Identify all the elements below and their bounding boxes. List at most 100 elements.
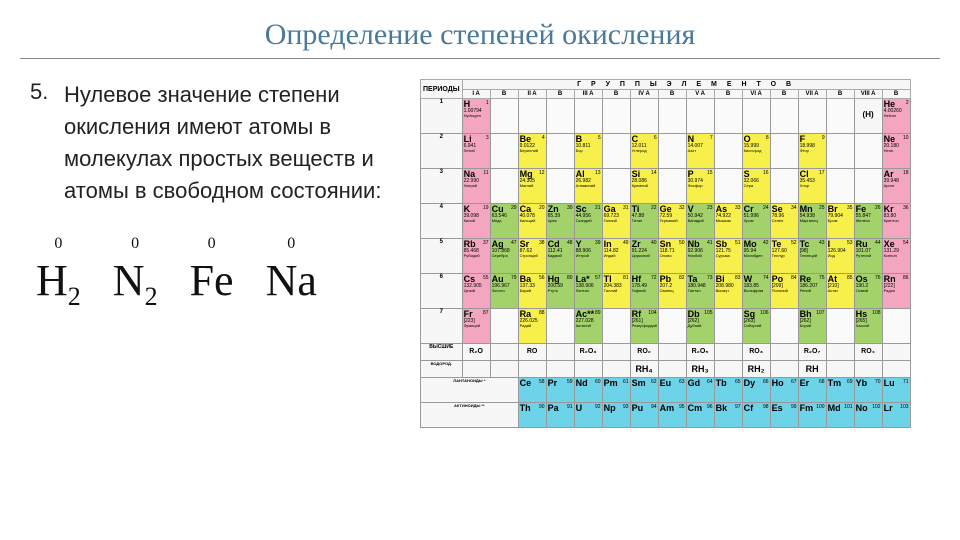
subgroup-b: B <box>770 90 798 99</box>
element-cs: 55Cs132.905Цезий <box>463 274 490 308</box>
element-er: 68Er <box>799 378 826 402</box>
empty-cell <box>771 99 798 133</box>
oxide-formula <box>715 344 742 360</box>
hydride-formula <box>491 361 518 377</box>
element-i: 53I126.904Иод <box>827 239 854 273</box>
element-tc: 43Tc[98]Технеций <box>799 239 826 273</box>
subgroup-a: IV A <box>630 90 658 99</box>
hydrides-label: ВОДОРОД. <box>421 361 463 378</box>
hydride-formula <box>547 361 574 377</box>
element-cl: 17Cl35.453Хлор <box>799 169 826 203</box>
element-os: 76Os190.2Осмий <box>855 274 882 308</box>
oxidation-state: 0 <box>54 235 62 253</box>
element-pu: 94Pu <box>631 403 658 427</box>
hydride-formula <box>715 361 742 377</box>
element-ta: 73Ta180.948Тантал <box>687 274 714 308</box>
element-n: 7N14.007Азот <box>687 134 714 168</box>
oxide-formula: R₂O <box>463 344 490 360</box>
element-c: 6C12.011Углерод <box>631 134 658 168</box>
hydride-formula <box>575 361 602 377</box>
hydride-formula <box>519 361 546 377</box>
empty-cell <box>827 169 854 203</box>
empty-cell <box>799 99 826 133</box>
element-tm: 69Tm <box>827 378 854 402</box>
element-cr: 24Cr51.996Хром <box>743 204 770 238</box>
element-bh: 107Bh[262]Борий <box>799 309 826 343</box>
element-y: 39Y88.906Иттрий <box>575 239 602 273</box>
element-br: 35Br79.904Бром <box>827 204 854 238</box>
element-nb: 41Nb92.906Ниобий <box>687 239 714 273</box>
element-li: 3Li6.941Литий <box>463 134 490 168</box>
oxide-formula: R₂O₅ <box>687 344 714 360</box>
empty-cell <box>771 169 798 203</box>
subgroup-b: B <box>546 90 574 99</box>
empty-cell <box>547 309 574 343</box>
hydride-formula: RH₂ <box>743 361 770 377</box>
element-yb: 70Yb <box>855 378 882 402</box>
empty-cell <box>715 309 742 343</box>
slide-title: Определение степеней окисления <box>20 0 940 59</box>
element-mn: 25Mn54.938Марганец <box>799 204 826 238</box>
hydride-formula <box>463 361 490 377</box>
subgroup-b: B <box>882 90 910 99</box>
empty-cell <box>547 169 574 203</box>
empty-cell <box>491 99 518 133</box>
oxidation-state: 0 <box>131 235 139 253</box>
hydride-formula <box>771 361 798 377</box>
empty-cell <box>743 99 770 133</box>
f-block-label: АКТИНОИДЫ ** <box>421 403 519 428</box>
formula-n: 0N2 <box>113 255 158 312</box>
element-u: 92U <box>575 403 602 427</box>
element-zn: 30Zn65.39Цинк <box>547 204 574 238</box>
element-re: 75Re186.207Рений <box>799 274 826 308</box>
oxide-formula: RO₃ <box>743 344 770 360</box>
hydride-formula: RH₄ <box>631 361 658 377</box>
oxides-label: ВЫСШИЕ <box>421 344 463 361</box>
element-hs: 108Hs[265]Хассий <box>855 309 882 343</box>
element-pr: 59Pr <box>547 378 574 402</box>
element-ra: 88Ra226.025Радий <box>519 309 546 343</box>
element-w: 74W183.85Вольфрам <box>743 274 770 308</box>
element-fe: 26Fe55.847Железо <box>855 204 882 238</box>
element-pa: 91Pa <box>547 403 574 427</box>
empty-cell <box>715 99 742 133</box>
element-fm: 100Fm <box>799 403 826 427</box>
element-dy: 66Dy <box>743 378 770 402</box>
element-ti: 22Ti47.88Титан <box>631 204 658 238</box>
hydride-formula <box>855 361 882 377</box>
element-no: 102No <box>855 403 882 427</box>
element-pb: 82Pb207.2Свинец <box>659 274 686 308</box>
element-ge: 32Ge72.59Германий <box>659 204 686 238</box>
element-zr: 40Zr91.224Цирконий <box>631 239 658 273</box>
empty-cell <box>659 99 686 133</box>
element-rf: 104Rf[261]Резерфордий <box>631 309 658 343</box>
oxide-formula: RO₂ <box>631 344 658 360</box>
element-al: 13Al26.982Алюминий <box>575 169 602 203</box>
element-eu: 63Eu <box>659 378 686 402</box>
element-at: 85At[210]Астат <box>827 274 854 308</box>
element-hg: 80Hg200.59Ртуть <box>547 274 574 308</box>
subgroup-a: III A <box>574 90 602 99</box>
element-s: 16S32.066Сера <box>743 169 770 203</box>
empty-cell <box>631 99 658 133</box>
oxide-formula <box>603 344 630 360</box>
element-ru: 44Ru101.07Рутений <box>855 239 882 273</box>
periodic-table: ПЕРИОДЫГ Р У П П Ы Э Л Е М Е Н Т О ВI AB… <box>420 79 911 428</box>
oxide-formula <box>659 344 686 360</box>
element-po: 84Po[209]Полоний <box>771 274 798 308</box>
element-hf: 72Hf178.49Гафний <box>631 274 658 308</box>
element-ar: 18Ar39.948Аргон <box>883 169 910 203</box>
element-am: 95Am <box>659 403 686 427</box>
element-ce: 58Ce <box>519 378 546 402</box>
oxidation-state: 0 <box>287 235 295 253</box>
subgroup-b: B <box>826 90 854 99</box>
subgroup-a: II A <box>518 90 546 99</box>
element-o: 8O15.999Кислород <box>743 134 770 168</box>
element-sr: 38Sr87.62Стронций <box>519 239 546 273</box>
groups-header: Г Р У П П Ы Э Л Е М Е Н Т О В <box>462 80 910 90</box>
empty-cell <box>491 309 518 343</box>
empty-cell <box>855 169 882 203</box>
bullet-text: Нулевое значение степени окисления имеют… <box>64 79 410 207</box>
element-tl: 81Tl204.383Таллий <box>603 274 630 308</box>
oxide-formula <box>827 344 854 360</box>
